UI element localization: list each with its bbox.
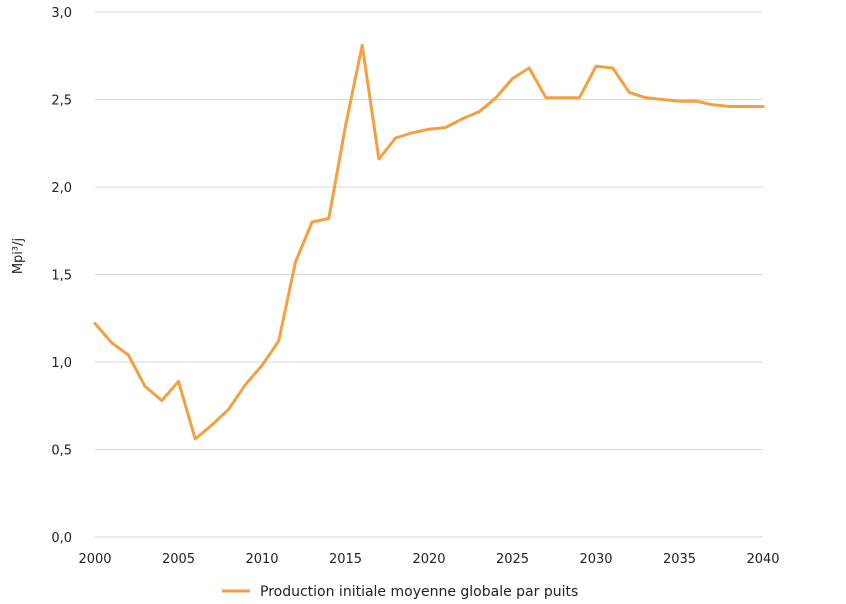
y-tick-label: 1,5 xyxy=(51,269,72,284)
legend: Production initiale moyenne globale par … xyxy=(222,584,578,600)
y-axis-title: Mpi³/j xyxy=(11,238,26,274)
x-tick-label: 2015 xyxy=(329,552,362,567)
gridlines xyxy=(95,11,763,450)
x-tick-label: 2040 xyxy=(746,552,779,567)
x-tick-label: 2025 xyxy=(496,552,529,567)
legend-label: Production initiale moyenne globale par … xyxy=(260,584,578,600)
x-tick-label: 2010 xyxy=(245,552,278,567)
series-line xyxy=(93,43,765,441)
y-axis-ticks: 0,0 0,5 1,0 1,5 2,0 2,5 3,0 xyxy=(51,6,72,546)
x-tick-label: 2005 xyxy=(162,552,195,567)
y-tick-label: 1,0 xyxy=(51,356,72,371)
y-tick-label: 0,5 xyxy=(51,444,72,459)
y-tick-label: 2,5 xyxy=(51,94,72,109)
x-axis-ticks: 2000 2005 2010 2015 2020 2025 2030 2035 2040 xyxy=(78,552,779,567)
y-tick-label: 3,0 xyxy=(51,6,72,21)
series-group xyxy=(93,43,765,441)
x-tick-label: 2000 xyxy=(78,552,111,567)
x-tick-label: 2030 xyxy=(579,552,612,567)
y-tick-label: 2,0 xyxy=(51,181,72,196)
y-tick-label: 0,0 xyxy=(51,531,72,546)
x-tick-label: 2035 xyxy=(663,552,696,567)
x-tick-label: 2020 xyxy=(412,552,445,567)
